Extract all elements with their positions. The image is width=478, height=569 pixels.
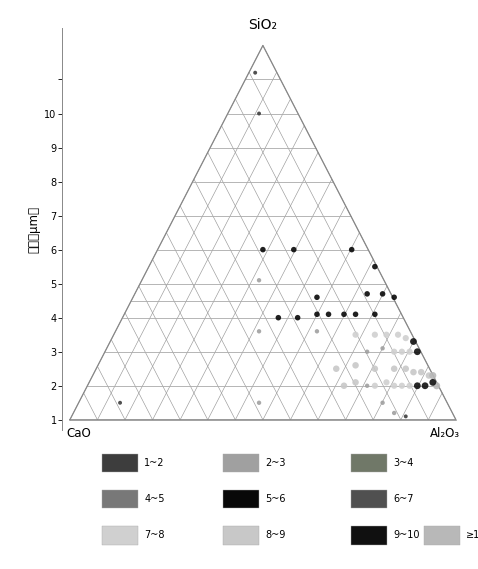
Point [340, 310, 348, 319]
Point [406, 381, 413, 390]
Point [406, 347, 413, 356]
Text: ≥10: ≥10 [466, 530, 478, 541]
Point [251, 68, 259, 77]
Point [313, 292, 321, 302]
Point [340, 381, 348, 390]
Point [402, 333, 410, 343]
FancyBboxPatch shape [424, 526, 460, 545]
Y-axis label: 直径（μm）: 直径（μm） [27, 206, 40, 253]
Point [371, 310, 379, 319]
FancyBboxPatch shape [102, 455, 139, 472]
Point [391, 292, 398, 302]
Point [394, 330, 402, 339]
Text: 4~5: 4~5 [144, 494, 165, 505]
FancyBboxPatch shape [223, 490, 259, 509]
FancyBboxPatch shape [223, 455, 259, 472]
Point [371, 330, 379, 339]
Point [290, 245, 298, 254]
Point [379, 289, 386, 298]
Point [413, 347, 421, 356]
Text: 9~10: 9~10 [393, 530, 420, 541]
Point [255, 276, 263, 285]
Text: Al₂O₃: Al₂O₃ [430, 427, 460, 440]
Point [391, 409, 398, 418]
Point [413, 381, 421, 390]
Point [348, 245, 356, 254]
Text: 2~3: 2~3 [265, 459, 285, 468]
Point [371, 381, 379, 390]
Point [398, 381, 406, 390]
Point [417, 368, 425, 377]
Text: 1~2: 1~2 [144, 459, 165, 468]
Point [410, 337, 417, 346]
Point [332, 364, 340, 373]
Point [352, 310, 359, 319]
Text: 6~7: 6~7 [393, 494, 414, 505]
Point [429, 378, 436, 387]
Text: CaO: CaO [66, 427, 91, 440]
Point [382, 330, 390, 339]
Point [379, 398, 386, 407]
Point [259, 245, 267, 254]
Point [116, 398, 124, 407]
Point [274, 313, 282, 322]
Point [379, 344, 386, 353]
Point [402, 412, 410, 421]
Point [294, 313, 302, 322]
Point [421, 381, 429, 390]
FancyBboxPatch shape [351, 526, 387, 545]
Point [313, 310, 321, 319]
Point [429, 371, 436, 380]
Point [433, 381, 440, 390]
Text: 3~4: 3~4 [393, 459, 414, 468]
Point [391, 347, 398, 356]
Text: 7~8: 7~8 [144, 530, 165, 541]
Point [363, 381, 371, 390]
Point [363, 347, 371, 356]
Point [325, 310, 332, 319]
Point [425, 371, 433, 380]
Point [255, 327, 263, 336]
FancyBboxPatch shape [102, 490, 139, 509]
FancyBboxPatch shape [223, 526, 259, 545]
FancyBboxPatch shape [102, 526, 139, 545]
Text: SiO₂: SiO₂ [249, 18, 277, 32]
Point [363, 289, 371, 298]
FancyBboxPatch shape [351, 455, 387, 472]
Point [352, 361, 359, 370]
Point [313, 327, 321, 336]
Point [371, 364, 379, 373]
Point [398, 347, 406, 356]
Point [352, 330, 359, 339]
Text: 8~9: 8~9 [265, 530, 285, 541]
Point [382, 378, 390, 387]
Point [371, 262, 379, 271]
Point [402, 364, 410, 373]
Point [391, 364, 398, 373]
Point [410, 368, 417, 377]
Point [255, 398, 263, 407]
FancyBboxPatch shape [351, 490, 387, 509]
Point [352, 378, 359, 387]
Text: 5~6: 5~6 [265, 494, 285, 505]
Point [391, 381, 398, 390]
Point [255, 109, 263, 118]
